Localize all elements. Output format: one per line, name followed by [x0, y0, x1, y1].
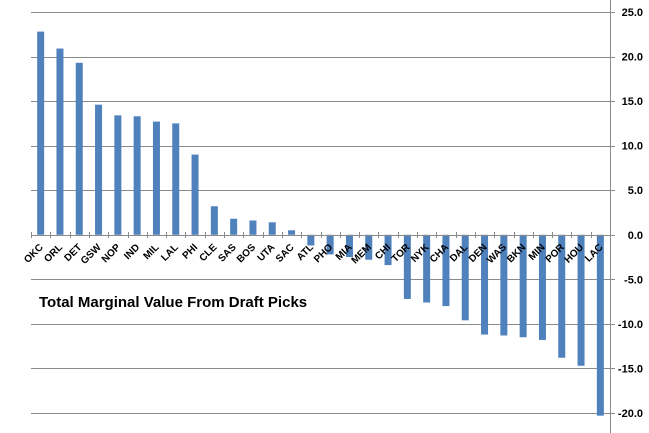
bar-por	[558, 234, 566, 358]
y-tick-label: -15.0	[618, 363, 643, 375]
y-tick-label: -20.0	[618, 408, 643, 420]
bar-nyk	[423, 234, 431, 303]
bar-pho	[326, 234, 334, 255]
x-tick-label: LAL	[159, 242, 181, 264]
bar-lac	[596, 234, 604, 416]
x-tick-label: IND	[122, 242, 142, 262]
y-tick-label: 20.0	[622, 52, 643, 64]
y-tick-labels: 25.0 20.0 15.0 10.0 5.0 0.0 -5.0 -10.0 -15.0 -20.…	[618, 7, 643, 420]
x-tick-label: SAS	[216, 242, 239, 265]
bar-mil	[152, 121, 160, 235]
bar-hou	[577, 234, 585, 366]
y-tick-label: 0.0	[628, 230, 643, 242]
axes	[31, 0, 615, 433]
bar-cha	[442, 234, 450, 307]
bar-lal	[172, 123, 180, 235]
x-tick-label: NOP	[100, 242, 123, 265]
x-tick-label: ORL	[42, 242, 65, 265]
bar-dal	[461, 234, 469, 321]
bar-sac	[288, 230, 296, 235]
bars	[37, 31, 604, 416]
y-tick-label: -10.0	[618, 319, 643, 331]
bar-det	[75, 62, 83, 235]
y-tick-label: 10.0	[622, 141, 643, 153]
bar-gsw	[95, 104, 103, 235]
x-tick-label: CLE	[198, 242, 220, 264]
bar-chi	[384, 234, 392, 266]
bar-bos	[249, 220, 257, 235]
x-tick-label: GSW	[79, 242, 104, 267]
x-tick-label: UTA	[256, 242, 278, 264]
bar-mia	[345, 234, 353, 258]
bar-cle	[210, 206, 218, 235]
bar-uta	[268, 222, 276, 235]
y-tick-label: 5.0	[628, 185, 643, 197]
y-tick-label: 25.0	[622, 7, 643, 19]
bar-phi	[191, 154, 199, 235]
bar-nop	[114, 115, 122, 235]
y-tick-label: -5.0	[624, 274, 643, 286]
bar-atl	[307, 234, 315, 246]
gridlines	[31, 12, 610, 414]
x-tick-label: SAC	[274, 242, 297, 265]
x-tick-label: MIL	[142, 242, 162, 262]
bar-ind	[133, 116, 141, 235]
x-tick-label: PHI	[181, 242, 201, 262]
bar-bkn	[519, 234, 527, 338]
bar-tor	[403, 234, 411, 299]
bar-sas	[230, 218, 238, 235]
bar-was	[500, 234, 508, 336]
y-tick-label: 15.0	[622, 96, 643, 108]
chart-title: Total Marginal Value From Draft Picks	[39, 294, 307, 311]
bar-orl	[56, 48, 64, 235]
bar-mem	[365, 234, 373, 260]
bar-min	[538, 234, 546, 340]
x-tick-label: BOS	[235, 242, 258, 265]
x-tick-label: OKC	[22, 242, 46, 266]
bar-den	[481, 234, 489, 335]
bar-okc	[37, 31, 45, 235]
